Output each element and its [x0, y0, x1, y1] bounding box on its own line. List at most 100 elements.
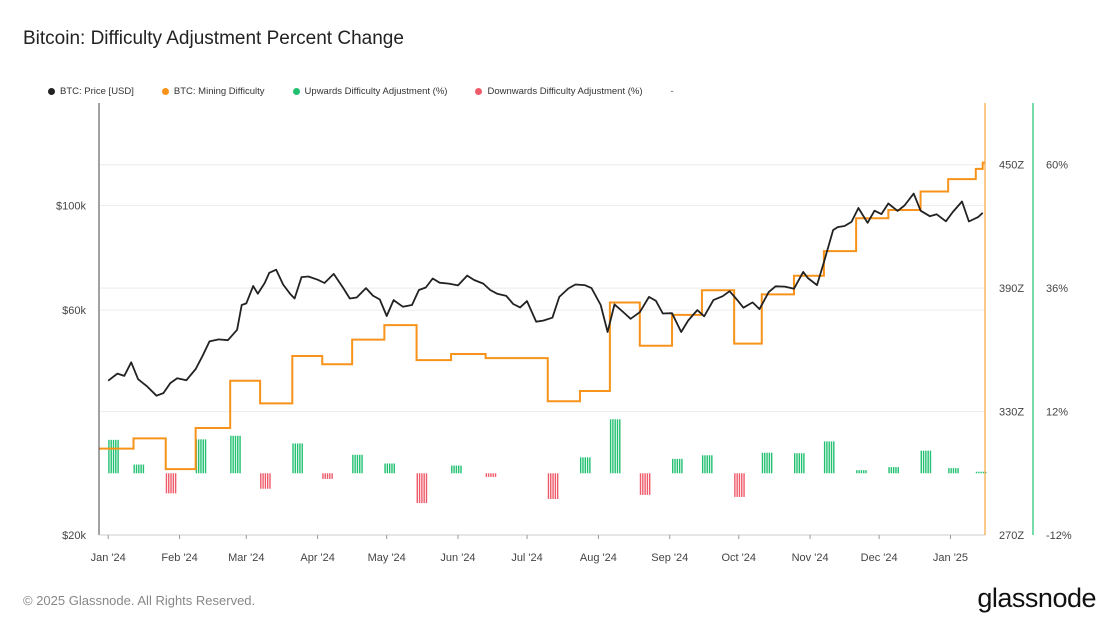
- bar-stripe: [863, 470, 865, 474]
- legend-item-downwards[interactable]: Downwards Difficulty Adjustment (%): [475, 86, 643, 97]
- upward-adjustment-bar: [292, 443, 303, 474]
- bar-stripe: [798, 453, 800, 474]
- bar-stripe: [929, 450, 932, 474]
- bar-stripe: [457, 465, 460, 474]
- downward-adjustment-bar: [260, 473, 271, 489]
- bar-stripe: [955, 468, 957, 474]
- legend-item-difficulty[interactable]: BTC: Mining Difficulty: [161, 86, 265, 97]
- bar-stripe: [322, 473, 324, 479]
- upward-adjustment-bar: [672, 458, 683, 474]
- bar-stripe: [460, 465, 462, 474]
- bar-stripe: [614, 419, 616, 474]
- bar-stripe: [547, 473, 550, 499]
- copyright-footer: © 2025 Glassnode. All Rights Reserved.: [23, 593, 256, 608]
- bar-stripe: [299, 443, 301, 474]
- bar-stripe: [927, 450, 929, 474]
- bar-stripe: [361, 454, 363, 474]
- bar-stripe: [738, 473, 741, 497]
- bar-stripe: [619, 419, 621, 474]
- bar-stripe: [142, 464, 145, 474]
- legend-dot-upwards: [292, 88, 300, 95]
- price-tick-label: $60k: [62, 305, 86, 317]
- legend-item-price[interactable]: BTC: Price [USD]: [48, 86, 134, 97]
- bar-stripe: [678, 458, 681, 474]
- legend-item-upwards[interactable]: Upwards Difficulty Adjustment (%): [292, 86, 447, 97]
- bar-stripe: [331, 473, 333, 479]
- bar-stripe: [734, 473, 736, 497]
- upward-adjustment-bar: [352, 454, 363, 474]
- legend-label-downwards: Downwards Difficulty Adjustment (%): [487, 86, 643, 97]
- percent-tick-label: 12%: [1046, 407, 1068, 419]
- percent-tick-label: 36%: [1046, 283, 1068, 295]
- bar-stripe: [260, 473, 262, 489]
- tick-labels: $20k $60k $100k 270Z 330Z 390Z 450Z -12% 12% 36% 6…: [56, 160, 1072, 564]
- bar-stripe: [741, 473, 743, 497]
- bar-stripe: [352, 454, 354, 474]
- bar-stripe: [649, 473, 651, 495]
- bar-stripe: [925, 450, 927, 474]
- legend-extra: -: [670, 86, 674, 97]
- difficulty-line: [99, 161, 985, 471]
- upward-adjustment-bar: [856, 470, 867, 474]
- bar-stripe: [764, 452, 766, 474]
- bar-stripe: [766, 452, 768, 474]
- upward-adjustment-bar: [761, 452, 773, 474]
- bar-stripe: [552, 473, 554, 499]
- upward-adjustment-bar: [108, 439, 119, 474]
- difficulty-tick-label: 450Z: [999, 160, 1024, 172]
- glassnode-logo: glassnode: [977, 583, 1096, 613]
- bar-stripe: [830, 441, 833, 474]
- x-tick-label: May '24: [368, 552, 406, 564]
- bar-stripe: [701, 455, 704, 474]
- upward-adjustment-bar: [609, 419, 621, 474]
- bar-stripe: [646, 473, 649, 495]
- bar-stripe: [828, 441, 830, 474]
- bar-stripe: [301, 443, 303, 474]
- upward-adjustment-bar: [384, 463, 395, 474]
- bar-stripe: [952, 468, 955, 474]
- bar-stripe: [674, 458, 676, 474]
- bar-stripe: [388, 463, 391, 474]
- bar-stripe: [168, 473, 170, 494]
- bar-stripe: [354, 454, 356, 474]
- bar-stripe: [200, 439, 202, 474]
- legend-dot-price: [48, 88, 55, 95]
- difficulty-tick-label: 270Z: [999, 530, 1024, 542]
- x-tick-label: Mar '24: [228, 552, 264, 564]
- x-tick-label: Dec '24: [861, 552, 898, 564]
- upward-adjustment-bar: [230, 435, 241, 474]
- bar-stripe: [133, 464, 135, 474]
- upward-adjustment-bar: [451, 465, 462, 474]
- bar-stripe: [770, 452, 773, 474]
- bar-stripe: [984, 471, 987, 474]
- upward-adjustment-bar: [793, 453, 805, 474]
- bar-stripe: [359, 454, 361, 474]
- x-tick-label: Sep '24: [651, 552, 688, 564]
- bar-stripe: [609, 419, 612, 474]
- chart-legend: BTC: Price [USD] BTC: Mining Difficulty …: [48, 86, 674, 97]
- bar-stripe: [204, 439, 207, 474]
- bar-stripe: [672, 458, 674, 474]
- bar-stripe: [455, 465, 458, 474]
- bar-stripe: [266, 473, 269, 489]
- bar-stripe: [826, 441, 828, 474]
- bar-stripe: [172, 473, 175, 494]
- bar-stripe: [920, 450, 922, 474]
- bar-stripe: [421, 473, 423, 504]
- bar-stripe: [579, 457, 582, 474]
- x-tick-label: Nov '24: [792, 552, 829, 564]
- bar-stripe: [170, 473, 172, 494]
- bar-stripe: [639, 473, 642, 495]
- difficulty-tick-label: 330Z: [999, 407, 1024, 419]
- downward-adjustment-bar: [547, 473, 559, 499]
- bar-stripe: [115, 439, 117, 474]
- upward-adjustment-bar: [195, 439, 207, 474]
- legend-label-price: BTC: Price [USD]: [60, 86, 134, 97]
- bar-stripe: [492, 473, 494, 477]
- bar-stripe: [768, 452, 771, 474]
- bar-stripe: [793, 453, 796, 474]
- bar-stripe: [642, 473, 644, 495]
- bar-stripe: [948, 468, 950, 474]
- bar-stripe: [586, 457, 589, 474]
- bar-stripe: [950, 468, 952, 474]
